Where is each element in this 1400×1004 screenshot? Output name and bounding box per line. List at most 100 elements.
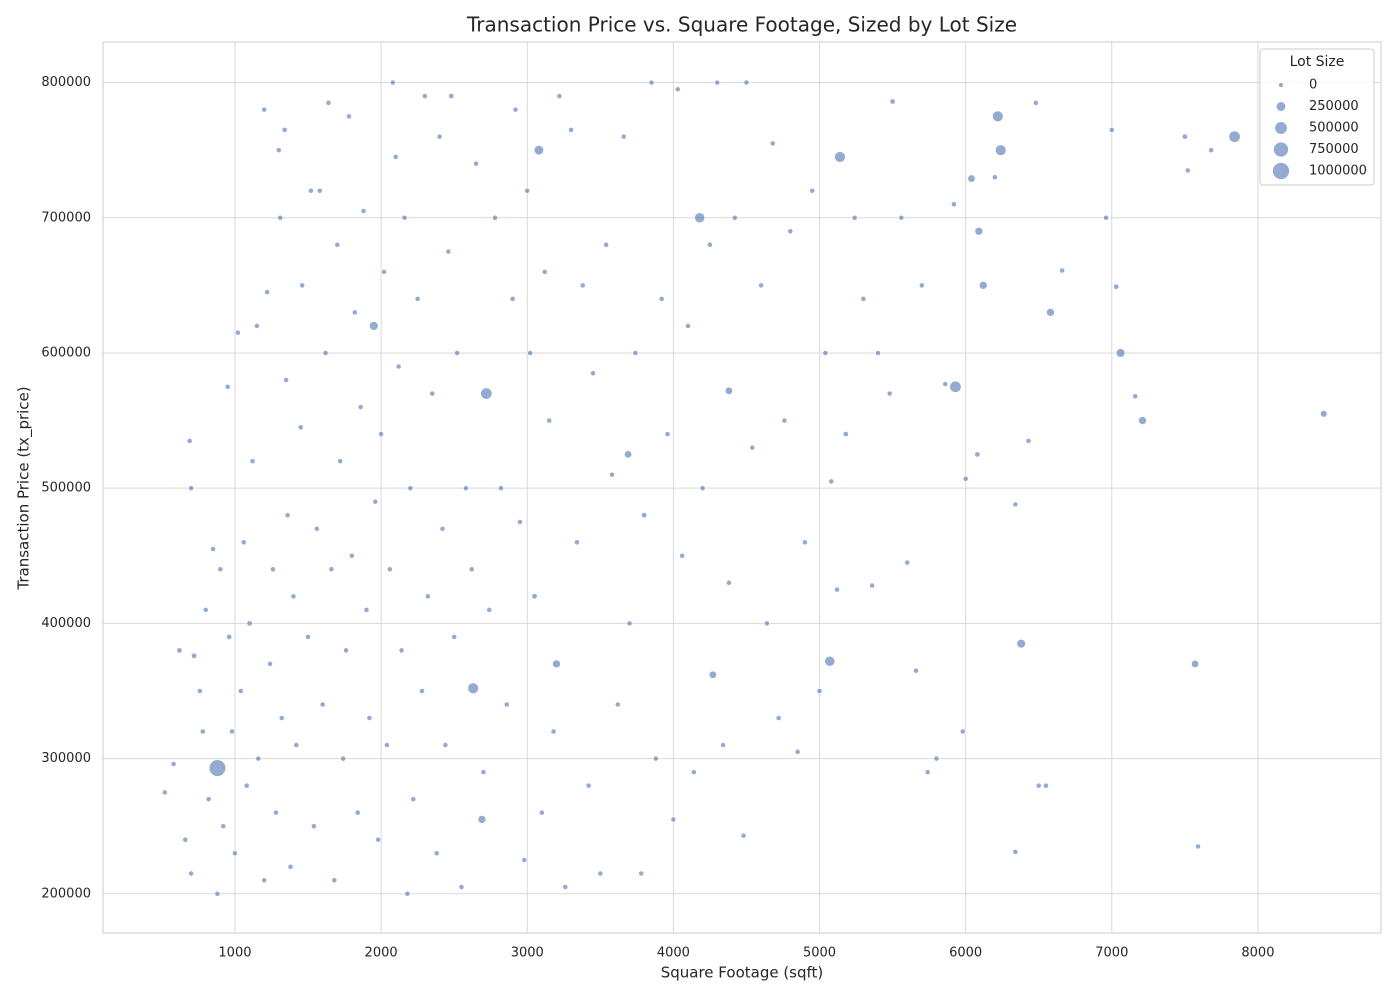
- data-point: [477, 815, 487, 824]
- data-point: [240, 539, 247, 546]
- data-point: [834, 151, 846, 163]
- data-point: [787, 228, 794, 235]
- data-point: [208, 759, 227, 777]
- data-point: [366, 715, 373, 721]
- data-point: [769, 140, 776, 147]
- data-point: [214, 890, 221, 897]
- data-point: [337, 458, 344, 465]
- data-point: [316, 187, 323, 194]
- legend-marker: [1272, 162, 1290, 180]
- data-point: [235, 329, 241, 336]
- data-point: [624, 450, 633, 459]
- data-point: [451, 634, 458, 640]
- data-point: [1181, 133, 1188, 140]
- data-point: [232, 850, 238, 857]
- legend-label: 500000: [1309, 121, 1359, 136]
- data-point: [824, 655, 836, 667]
- data-point: [781, 417, 788, 424]
- data-point: [170, 761, 177, 767]
- data-point: [1113, 283, 1120, 290]
- data-point: [974, 451, 981, 458]
- x-tick-label: 5000: [803, 946, 836, 961]
- data-point: [424, 593, 431, 600]
- plot-frame: [102, 41, 1382, 934]
- data-point: [743, 79, 750, 86]
- x-tick-label: 3000: [511, 946, 544, 961]
- data-point: [933, 755, 940, 762]
- data-point: [217, 566, 224, 573]
- data-point: [1032, 99, 1039, 106]
- data-point: [731, 214, 738, 221]
- data-point: [1059, 267, 1066, 274]
- data-point: [758, 282, 764, 289]
- data-point: [1195, 843, 1201, 850]
- data-point: [369, 321, 379, 331]
- data-point: [579, 282, 586, 289]
- data-point: [448, 93, 455, 100]
- data-point: [889, 98, 896, 105]
- y-tick-label: 800000: [41, 75, 91, 90]
- data-point: [414, 296, 421, 302]
- data-point: [1228, 130, 1241, 143]
- data-point: [834, 586, 840, 593]
- data-point: [261, 106, 268, 113]
- data-point: [967, 174, 976, 183]
- data-point: [949, 380, 962, 393]
- data-point: [531, 593, 538, 600]
- data-point: [995, 144, 1007, 156]
- legend-label: 0: [1309, 78, 1317, 93]
- data-point: [325, 99, 332, 106]
- data-point: [546, 417, 553, 424]
- data-point: [445, 248, 452, 255]
- data-point: [679, 552, 686, 559]
- x-tick-label: 2000: [365, 946, 398, 961]
- data-point: [822, 350, 829, 356]
- x-tick-label: 7000: [1095, 946, 1128, 961]
- data-point: [714, 79, 721, 86]
- data-point: [398, 647, 405, 654]
- data-point: [249, 458, 256, 465]
- data-point: [480, 769, 487, 775]
- data-point: [386, 566, 393, 573]
- data-point: [585, 782, 592, 789]
- data-point: [188, 485, 195, 492]
- data-point: [205, 796, 212, 803]
- data-point: [1132, 393, 1139, 400]
- data-point: [331, 877, 338, 884]
- data-point: [512, 106, 519, 113]
- data-point: [401, 214, 408, 221]
- data-point: [191, 652, 198, 659]
- data-point: [346, 113, 352, 120]
- data-point: [351, 309, 358, 316]
- data-point: [281, 127, 288, 133]
- data-point: [992, 110, 1004, 123]
- data-point: [886, 390, 893, 397]
- data-point: [270, 566, 276, 573]
- data-point: [305, 634, 311, 640]
- data-point: [395, 363, 402, 370]
- data-point: [1103, 214, 1109, 221]
- data-point: [503, 701, 510, 708]
- data-point: [176, 647, 183, 654]
- data-point: [389, 79, 396, 86]
- data-point: [1208, 147, 1215, 154]
- data-point: [720, 742, 726, 748]
- data-point: [978, 281, 988, 290]
- data-point: [186, 437, 193, 444]
- data-point: [404, 890, 411, 897]
- data-point: [1035, 782, 1042, 789]
- data-point: [904, 559, 911, 566]
- x-tick-label: 8000: [1241, 946, 1274, 961]
- legend-marker: [1273, 141, 1289, 158]
- data-point: [439, 525, 446, 532]
- data-point: [550, 728, 557, 735]
- data-point: [694, 212, 706, 224]
- data-point: [1191, 659, 1200, 668]
- data-point: [517, 519, 523, 525]
- data-point: [992, 174, 998, 181]
- data-point: [724, 386, 733, 395]
- data-point: [974, 226, 984, 236]
- data-point: [442, 742, 449, 748]
- data-point: [842, 431, 849, 438]
- data-point: [299, 282, 306, 289]
